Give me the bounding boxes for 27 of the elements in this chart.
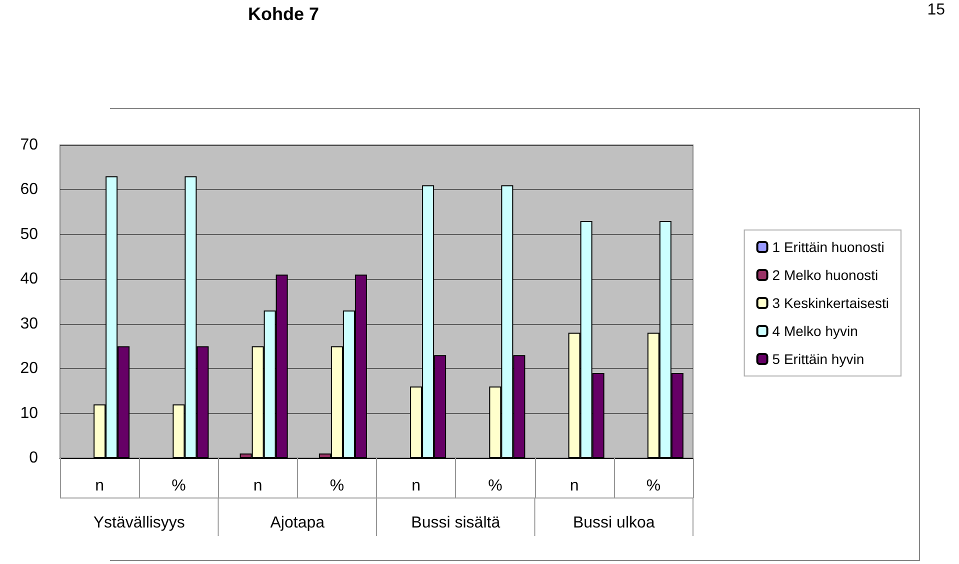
y-tick-label: 70 (20, 136, 38, 154)
text: Ajotapa (270, 514, 325, 532)
y-tick-label: 10 (20, 404, 38, 422)
text: Bussi ulkoa (572, 514, 655, 532)
text: Bussi sisältä (411, 514, 500, 532)
y-tick-label: 50 (20, 226, 38, 243)
x-tick-label: % (646, 478, 661, 494)
y-tick-label: 0 (29, 450, 38, 466)
y-tick-label: 20 (20, 360, 38, 378)
chart-title: Kohde 7 (248, 4, 320, 24)
y-tick-label: 40 (20, 270, 38, 288)
legend-label: 4 Melko hyvin (772, 323, 858, 339)
legend-label: 3 Keskinkertaisesti (772, 295, 889, 311)
x-tick-label: n (570, 478, 579, 494)
legend-label: 5 Erittäin hyvin (772, 351, 864, 367)
y-tick-label: 60 (20, 181, 38, 198)
text: Ystävällisyys (93, 514, 185, 532)
x-tick-label: n (253, 478, 262, 494)
y-tick-label: 30 (20, 315, 38, 332)
x-tick-label: % (172, 478, 186, 494)
legend-label: 2 Melko huonosti (772, 267, 878, 283)
x-tick-label: n (95, 478, 104, 494)
legend-label: 1 Erittäin huonosti (772, 239, 884, 255)
x-tick-label: % (488, 478, 502, 494)
x-tick-label: % (330, 478, 344, 494)
text: 15 (927, 2, 946, 18)
x-tick-label: n (412, 478, 421, 494)
